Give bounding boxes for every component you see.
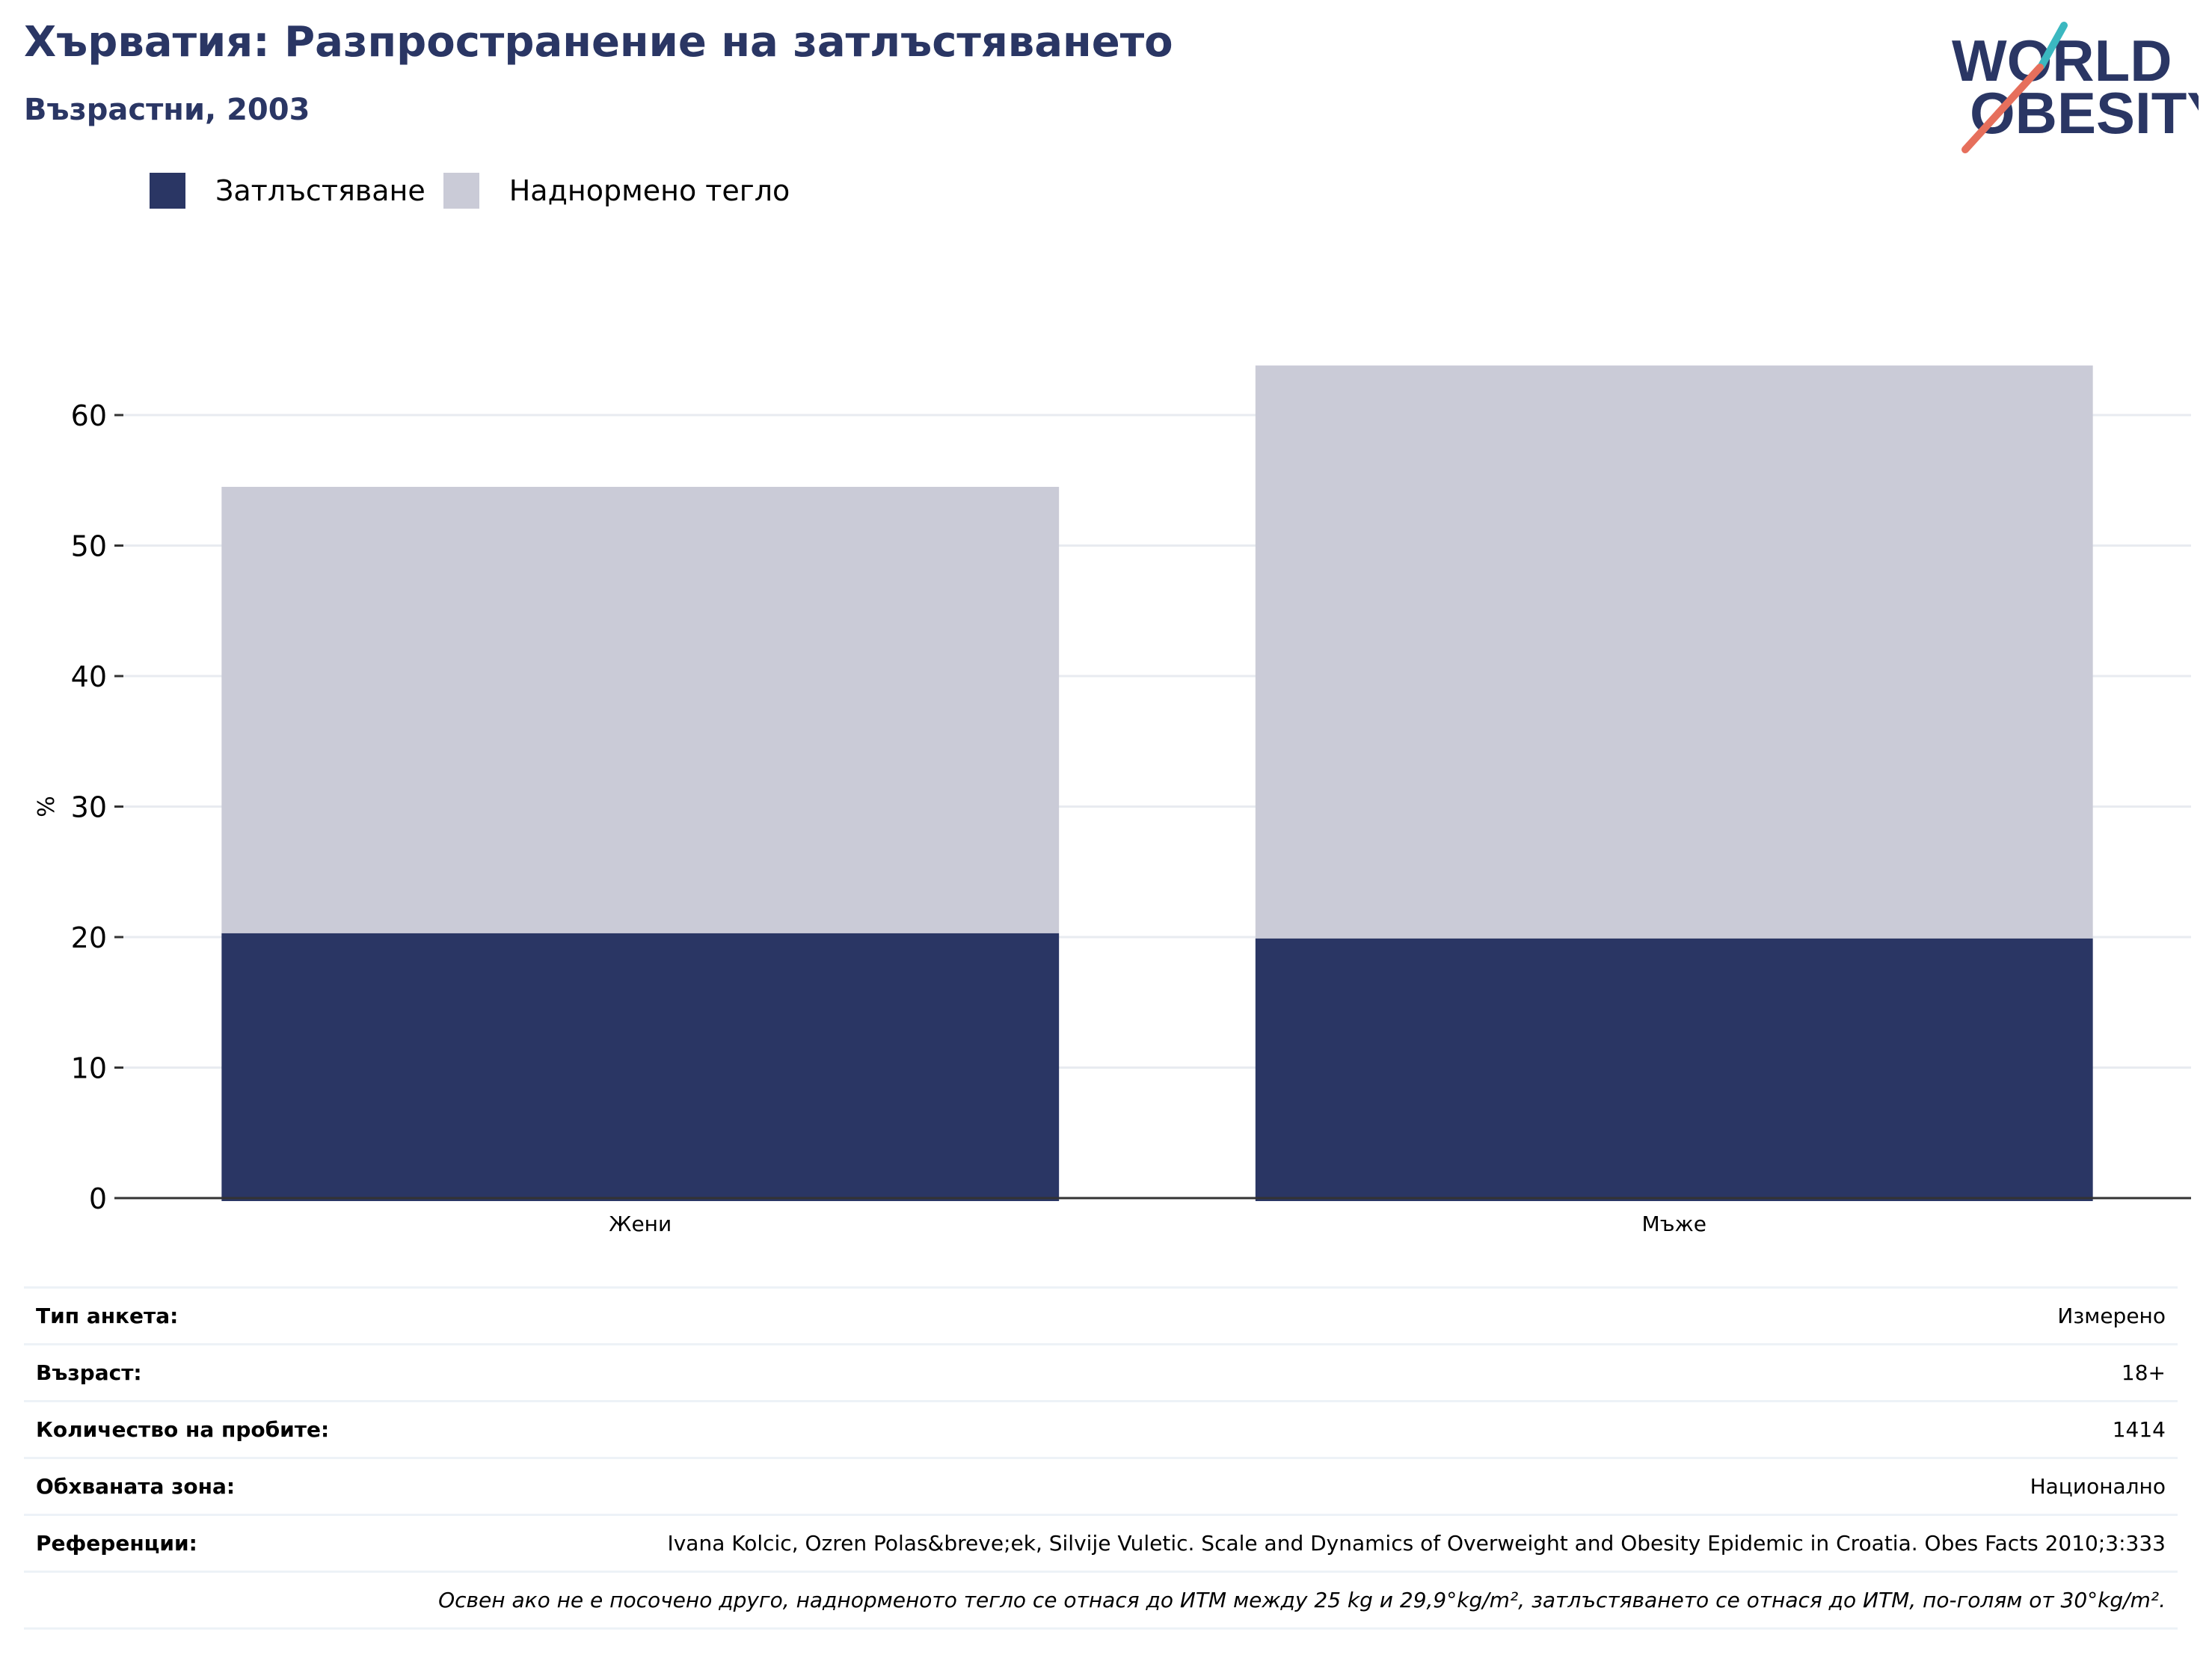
legend-item-obesity[interactable]: Затлъстяване bbox=[150, 173, 425, 209]
legend-item-overweight[interactable]: Наднормено тегло bbox=[443, 173, 790, 209]
bar-overweight-women bbox=[221, 486, 1060, 933]
bar-chart: 0 10 20 30 40 50 60% Жени Мъже bbox=[0, 299, 2212, 1274]
y-tick-label: 50 bbox=[71, 530, 107, 563]
info-value: Ivana Kolcic, Ozren Polas&breve;ek, Silv… bbox=[667, 1531, 2166, 1556]
bar-obesity-men bbox=[1255, 938, 2093, 1201]
legend-label-overweight: Наднормено тегло bbox=[509, 174, 790, 207]
logo-line-1: WORLD bbox=[1952, 28, 2172, 93]
info-value: Измерено bbox=[2057, 1304, 2166, 1328]
x-tick-label: Жени bbox=[609, 1212, 672, 1236]
y-tick-label: 20 bbox=[71, 921, 107, 954]
y-tick-label: 30 bbox=[71, 791, 107, 824]
info-value: 18+ bbox=[2121, 1360, 2166, 1385]
chart-legend: Затлъстяване Наднормено тегло bbox=[150, 172, 808, 209]
info-label: Тип анкета: bbox=[36, 1304, 179, 1328]
info-table: Тип анкета: Измерено Възраст: 18+ Количе… bbox=[24, 1286, 2178, 1630]
info-label: Количество на пробите: bbox=[36, 1417, 330, 1442]
y-tick-label: 60 bbox=[71, 399, 107, 432]
info-value: Национално bbox=[2030, 1474, 2166, 1499]
info-value: 1414 bbox=[2112, 1417, 2166, 1442]
legend-swatch-overweight bbox=[443, 173, 479, 209]
chart-svg: 0 10 20 30 40 50 60% Жени Мъже bbox=[34, 365, 2191, 1236]
y-tick-label: 0 bbox=[89, 1182, 107, 1215]
logo-line-2: OBESITY bbox=[1970, 80, 2199, 146]
bar-obesity-women bbox=[221, 933, 1060, 1201]
legend-swatch-obesity bbox=[150, 173, 185, 209]
bar-overweight-men bbox=[1255, 365, 2093, 939]
info-row-area: Обхваната зона: Национално bbox=[24, 1457, 2178, 1514]
y-axis-label: % bbox=[34, 796, 60, 817]
legend-label-obesity: Затлъстяване bbox=[215, 174, 425, 207]
info-label: Референции: bbox=[36, 1531, 197, 1556]
info-row-sample-size: Количество на пробите: 1414 bbox=[24, 1400, 2178, 1457]
info-label: Обхваната зона: bbox=[36, 1474, 236, 1499]
info-row-age: Възраст: 18+ bbox=[24, 1343, 2178, 1400]
chart-title: Хърватия: Разпространение на затлъстяван… bbox=[24, 18, 1173, 67]
chart-subtitle: Възрастни, 2003 bbox=[24, 93, 310, 127]
footnote: Освен ако не е посочено друго, наднормен… bbox=[24, 1571, 2178, 1630]
x-tick-label: Мъже bbox=[1642, 1212, 1706, 1236]
y-tick-label: 10 bbox=[71, 1052, 107, 1085]
info-label: Възраст: bbox=[36, 1360, 142, 1385]
y-tick-label: 40 bbox=[71, 660, 107, 693]
info-row-references: Референции: Ivana Kolcic, Ozren Polas&br… bbox=[24, 1514, 2178, 1571]
world-obesity-logo: WORLD OBESITY bbox=[1952, 21, 2212, 156]
info-row-survey-type: Тип анкета: Измерено bbox=[24, 1286, 2178, 1343]
